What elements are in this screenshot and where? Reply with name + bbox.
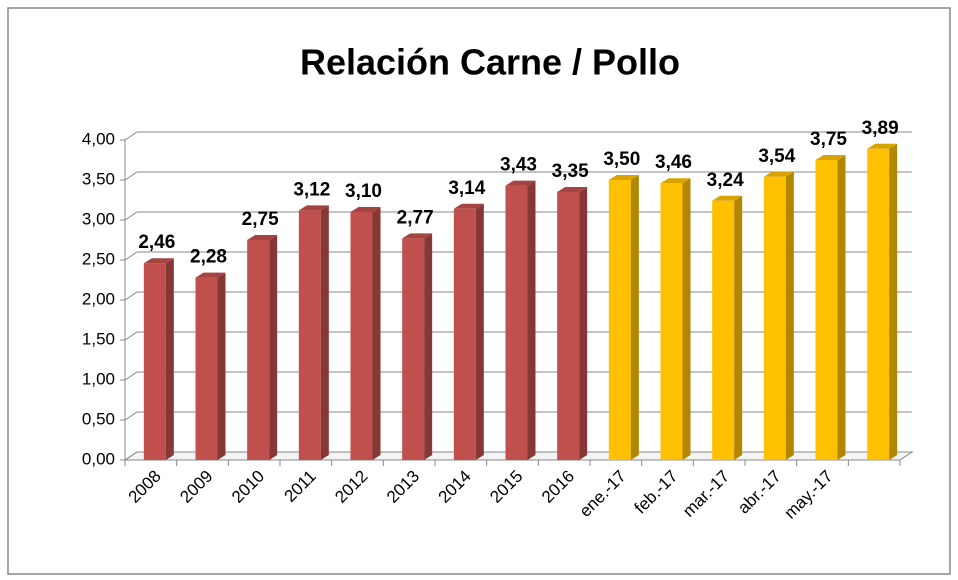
value-label: 3,50 <box>603 149 640 170</box>
y-tick-label: 3,00 <box>82 209 115 228</box>
bar <box>143 263 166 460</box>
grid-line <box>124 251 912 261</box>
bar <box>608 180 631 460</box>
value-label: 2,28 <box>190 247 227 268</box>
y-tick-label: 2,50 <box>82 249 115 268</box>
bar-top <box>402 233 433 239</box>
y-tick-label: 0,00 <box>82 449 115 468</box>
value-label: 3,24 <box>707 170 744 191</box>
grid-line <box>124 131 912 141</box>
value-label: 3,14 <box>448 178 485 199</box>
bar-side <box>424 233 433 460</box>
bar-side <box>682 178 691 460</box>
bar-side <box>475 203 484 461</box>
chart-title: Relación Carne / Pollo <box>300 42 680 83</box>
bar-top <box>763 171 794 177</box>
bar-side <box>217 272 226 460</box>
bar-top <box>660 178 691 184</box>
bar-side <box>837 155 846 460</box>
bar <box>660 183 683 460</box>
bar-top <box>867 143 898 149</box>
value-label: 2,75 <box>242 209 279 230</box>
bar-top <box>712 195 743 201</box>
bar-side <box>372 207 381 460</box>
value-label: 3,10 <box>345 181 382 202</box>
bar <box>195 277 218 460</box>
bar <box>505 185 528 460</box>
bar <box>247 240 270 460</box>
value-label: 3,35 <box>552 161 589 182</box>
bar-top <box>143 258 174 264</box>
value-label: 3,75 <box>810 129 847 150</box>
bar-side <box>734 195 743 461</box>
bar-side <box>630 175 639 460</box>
bar <box>763 176 786 461</box>
bar-side <box>889 143 898 461</box>
bar-top <box>195 272 226 278</box>
value-label: 3,46 <box>655 152 692 173</box>
grid-line <box>124 211 912 221</box>
grid-line <box>124 331 912 341</box>
bar-top <box>350 207 381 212</box>
bar-top <box>298 205 329 211</box>
value-label: 3,89 <box>862 118 899 139</box>
bar-side <box>269 235 278 460</box>
bar <box>402 238 425 460</box>
value-label: 3,43 <box>500 155 537 176</box>
bar <box>712 200 735 461</box>
value-label: 3,54 <box>758 146 795 167</box>
bar-top <box>505 180 536 186</box>
grid-line <box>124 371 912 381</box>
bar-side <box>527 180 536 460</box>
y-tick-label: 0,50 <box>82 409 115 428</box>
bar <box>350 212 373 460</box>
bar-side <box>320 205 329 460</box>
grid-line <box>124 451 912 461</box>
bar <box>815 160 838 460</box>
value-label: 2,77 <box>397 207 434 228</box>
value-label: 2,46 <box>138 232 175 253</box>
bar-top <box>247 235 278 240</box>
bar-side <box>579 187 588 460</box>
bar <box>867 148 890 461</box>
bar-top <box>815 155 846 160</box>
bar <box>298 210 321 460</box>
value-label: 3,12 <box>293 179 330 200</box>
y-tick-label: 1,00 <box>82 369 115 388</box>
bar-side <box>785 171 794 461</box>
bar-top <box>557 187 588 192</box>
bar-side <box>165 258 174 460</box>
bar-top <box>453 203 484 209</box>
grid-line <box>124 171 912 181</box>
y-tick-label: 4,00 <box>82 129 115 148</box>
bar-top <box>608 175 639 180</box>
bar <box>453 208 476 460</box>
y-tick-label: 3,50 <box>82 169 115 188</box>
y-tick-label: 2,00 <box>82 289 115 308</box>
grid-line <box>124 411 912 421</box>
bar <box>557 192 580 460</box>
grid-line <box>124 291 912 301</box>
y-tick-label: 1,50 <box>82 329 115 348</box>
